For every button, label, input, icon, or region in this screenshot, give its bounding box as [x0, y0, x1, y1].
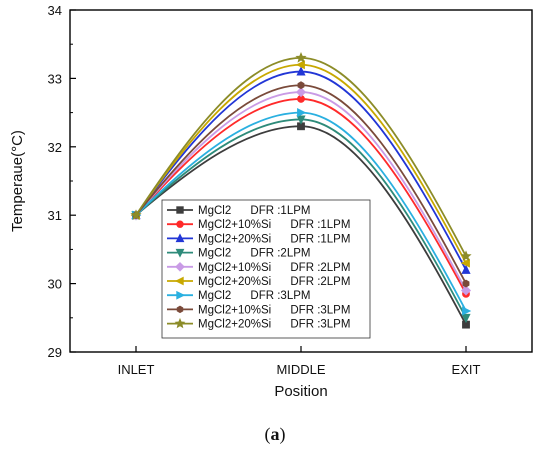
data-point-triangle-up: [175, 233, 185, 243]
legend-item: MgCl2+20%Si DFR :1LPM: [167, 233, 350, 245]
chart: 29 30 31 32 33 34 INLET MIDDLE EXIT MgCl2 DFR :…: [9, 3, 533, 400]
legend-label: MgCl2+10%Si DFR :3LPM: [198, 304, 350, 316]
data-point-triangle-down: [296, 115, 306, 125]
legend-item: MgCl2+10%Si DFR :1LPM: [167, 219, 350, 231]
x-tick-label: EXIT: [452, 362, 481, 377]
legend-box: [161, 199, 371, 339]
data-point-triangle-up: [461, 264, 471, 274]
legend-label: MgCl2+10%Si DFR :2LPM: [198, 262, 350, 274]
data-point-diamond: [175, 261, 185, 272]
legend-item: MgCl2 DFR :1LPM: [167, 205, 310, 217]
data-point-square: [176, 206, 184, 214]
data-point-triangle-left: [174, 276, 184, 286]
y-axis-ticks: 29 30 31 32 33 34: [48, 3, 76, 360]
data-point-hexagon: [176, 305, 184, 314]
legend-label: MgCl2+20%Si DFR :3LPM: [198, 319, 350, 331]
data-point-triangle-right: [297, 108, 307, 118]
data-point-diamond: [460, 285, 472, 296]
y-tick-label: 31: [48, 208, 62, 223]
legend-label: MgCl2+20%Si DFR :2LPM: [198, 276, 350, 288]
x-tick-label: MIDDLE: [276, 362, 325, 377]
legend-label: MgCl2+10%Si DFR :1LPM: [198, 219, 350, 231]
data-point-triangle-right: [176, 290, 186, 300]
series-9: [130, 52, 472, 262]
data-point-triangle-left: [460, 258, 470, 268]
legend-label: MgCl2 DFR :2LPM: [198, 248, 310, 260]
legend-item: MgCl2+10%Si DFR :2LPM: [167, 262, 350, 274]
data-point-star: [295, 52, 307, 63]
figure-caption-letter: a: [270, 424, 280, 444]
legend-label: MgCl2 DFR :1LPM: [198, 205, 310, 217]
x-axis-title: Position: [274, 383, 327, 400]
legend-item: MgCl2 DFR :3LPM: [167, 290, 310, 302]
legend-item: MgCl2+10%Si DFR :3LPM: [167, 304, 350, 316]
legend-label: MgCl2+20%Si DFR :1LPM: [198, 233, 350, 245]
data-point-star: [174, 317, 186, 329]
y-tick-label: 29: [48, 345, 62, 360]
data-point-triangle-left: [295, 60, 305, 70]
data-point-triangle-up: [296, 66, 306, 76]
legend-item: MgCl2 DFR :2LPM: [167, 248, 310, 260]
data-point-diamond: [295, 87, 307, 98]
y-tick-label: 30: [48, 277, 62, 292]
x-axis-ticks: INLET MIDDLE EXIT: [118, 346, 481, 377]
data-point-hexagon: [297, 81, 305, 90]
legend: MgCl2 DFR :1LPM MgCl2+10%Si DFR :1LPM MgCl…: [161, 199, 371, 339]
y-axis-title: Temperaue(°C): [9, 130, 26, 232]
data-point-triangle-right: [462, 306, 472, 316]
legend-item: MgCl2+20%Si DFR :2LPM: [167, 276, 350, 288]
data-point-star: [130, 209, 142, 220]
data-point-triangle-down: [461, 313, 471, 324]
data-point-circle: [176, 220, 184, 228]
legend-item: MgCl2+20%Si DFR :3LPM: [167, 317, 350, 331]
y-tick-label: 33: [48, 71, 62, 86]
data-point-star: [460, 250, 472, 262]
y-tick-label: 32: [48, 140, 62, 155]
x-tick-label: INLET: [118, 362, 155, 377]
series-layer: [130, 52, 472, 329]
data-point-triangle-down: [175, 248, 185, 258]
y-tick-label: 34: [48, 3, 62, 18]
legend-label: MgCl2 DFR :3LPM: [198, 290, 310, 302]
data-point-hexagon: [462, 279, 470, 288]
figure-caption: (a): [264, 424, 286, 444]
